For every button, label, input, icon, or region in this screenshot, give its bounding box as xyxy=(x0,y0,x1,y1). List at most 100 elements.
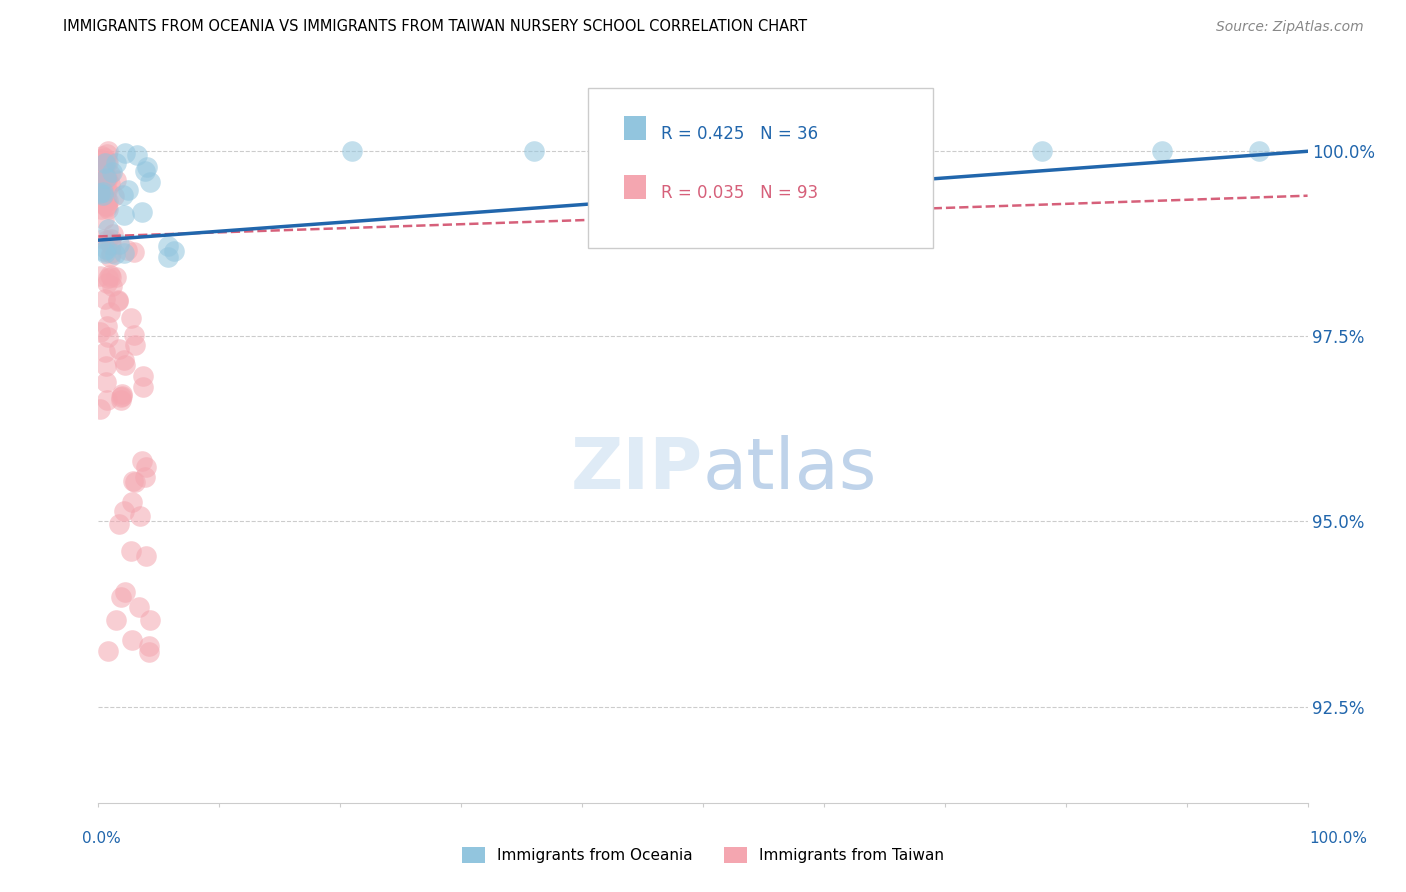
Point xyxy=(96,170,118,185)
Point xyxy=(114,146,136,161)
Point xyxy=(138,639,160,653)
Point xyxy=(89,268,111,283)
Point xyxy=(135,459,157,474)
Point xyxy=(97,145,120,159)
Text: Source: ZipAtlas.com: Source: ZipAtlas.com xyxy=(1216,21,1364,34)
Point xyxy=(93,175,115,189)
Point xyxy=(134,469,156,483)
Point xyxy=(117,183,139,197)
Point xyxy=(108,516,131,531)
Point xyxy=(131,205,153,219)
Point xyxy=(96,183,118,197)
Point xyxy=(94,344,117,359)
Point xyxy=(97,155,120,169)
Point xyxy=(100,269,122,284)
Point xyxy=(132,369,155,384)
Point xyxy=(89,402,111,417)
FancyBboxPatch shape xyxy=(624,116,647,140)
Point xyxy=(94,199,117,213)
Point xyxy=(124,338,146,352)
Point xyxy=(97,221,120,235)
Point xyxy=(112,352,135,367)
Point xyxy=(110,590,132,604)
Point xyxy=(96,190,118,204)
Point xyxy=(96,276,118,290)
Point xyxy=(89,152,111,166)
Point xyxy=(108,342,131,356)
Point xyxy=(111,387,134,401)
Point xyxy=(89,325,111,339)
Point xyxy=(104,270,127,285)
Point xyxy=(96,200,118,214)
Text: 0.0%: 0.0% xyxy=(82,831,121,846)
Point xyxy=(90,202,112,216)
Point xyxy=(157,239,180,253)
Point xyxy=(110,393,132,408)
Point xyxy=(96,173,118,187)
Point xyxy=(1031,145,1053,159)
Point xyxy=(122,244,145,259)
Point xyxy=(89,186,111,200)
Point xyxy=(114,358,136,372)
Point xyxy=(94,242,117,256)
Point xyxy=(94,171,117,186)
Point xyxy=(93,212,115,227)
Point xyxy=(837,145,859,159)
Point xyxy=(132,379,155,393)
Point xyxy=(110,390,132,404)
Point xyxy=(138,175,160,189)
Point xyxy=(91,194,114,209)
Point xyxy=(93,167,115,181)
Point xyxy=(121,632,143,647)
Point xyxy=(523,145,546,159)
Point xyxy=(108,237,131,252)
Point xyxy=(100,232,122,246)
Point xyxy=(103,188,125,202)
Point xyxy=(122,328,145,343)
Point xyxy=(105,155,128,169)
Point xyxy=(114,585,136,599)
Point xyxy=(112,504,135,518)
Point xyxy=(127,147,149,161)
Point xyxy=(94,155,117,169)
Point xyxy=(157,250,180,264)
Point xyxy=(117,243,139,257)
Point xyxy=(93,173,115,187)
Point xyxy=(1249,145,1271,159)
Point xyxy=(120,544,142,558)
Text: atlas: atlas xyxy=(703,435,877,504)
Point xyxy=(94,293,117,307)
Point xyxy=(94,375,117,389)
Text: R = 0.425   N = 36: R = 0.425 N = 36 xyxy=(661,125,818,143)
Point xyxy=(112,246,135,260)
Point xyxy=(97,194,120,208)
Point xyxy=(107,293,129,308)
Point xyxy=(100,167,122,181)
Point xyxy=(103,227,125,242)
Text: ZIP: ZIP xyxy=(571,435,703,504)
FancyBboxPatch shape xyxy=(588,88,932,247)
Point xyxy=(129,508,152,523)
Point xyxy=(107,293,129,308)
Point xyxy=(112,208,135,222)
Point xyxy=(94,359,117,373)
Point xyxy=(97,202,120,216)
Point xyxy=(91,180,114,194)
Point xyxy=(91,232,114,246)
Point xyxy=(105,173,128,187)
Text: R = 0.035   N = 93: R = 0.035 N = 93 xyxy=(661,184,818,202)
Text: IMMIGRANTS FROM OCEANIA VS IMMIGRANTS FROM TAIWAN NURSERY SCHOOL CORRELATION CHA: IMMIGRANTS FROM OCEANIA VS IMMIGRANTS FR… xyxy=(63,20,807,34)
Point xyxy=(96,319,118,334)
Point xyxy=(96,146,118,161)
Point xyxy=(93,151,115,165)
Point xyxy=(91,186,114,200)
Point xyxy=(96,153,118,168)
Point xyxy=(97,270,120,285)
Point xyxy=(96,198,118,212)
Point xyxy=(97,643,120,657)
Point xyxy=(124,475,146,489)
Legend: Immigrants from Oceania, Immigrants from Taiwan: Immigrants from Oceania, Immigrants from… xyxy=(456,841,950,869)
Point xyxy=(93,164,115,178)
Point xyxy=(98,178,121,192)
Point xyxy=(96,393,118,408)
